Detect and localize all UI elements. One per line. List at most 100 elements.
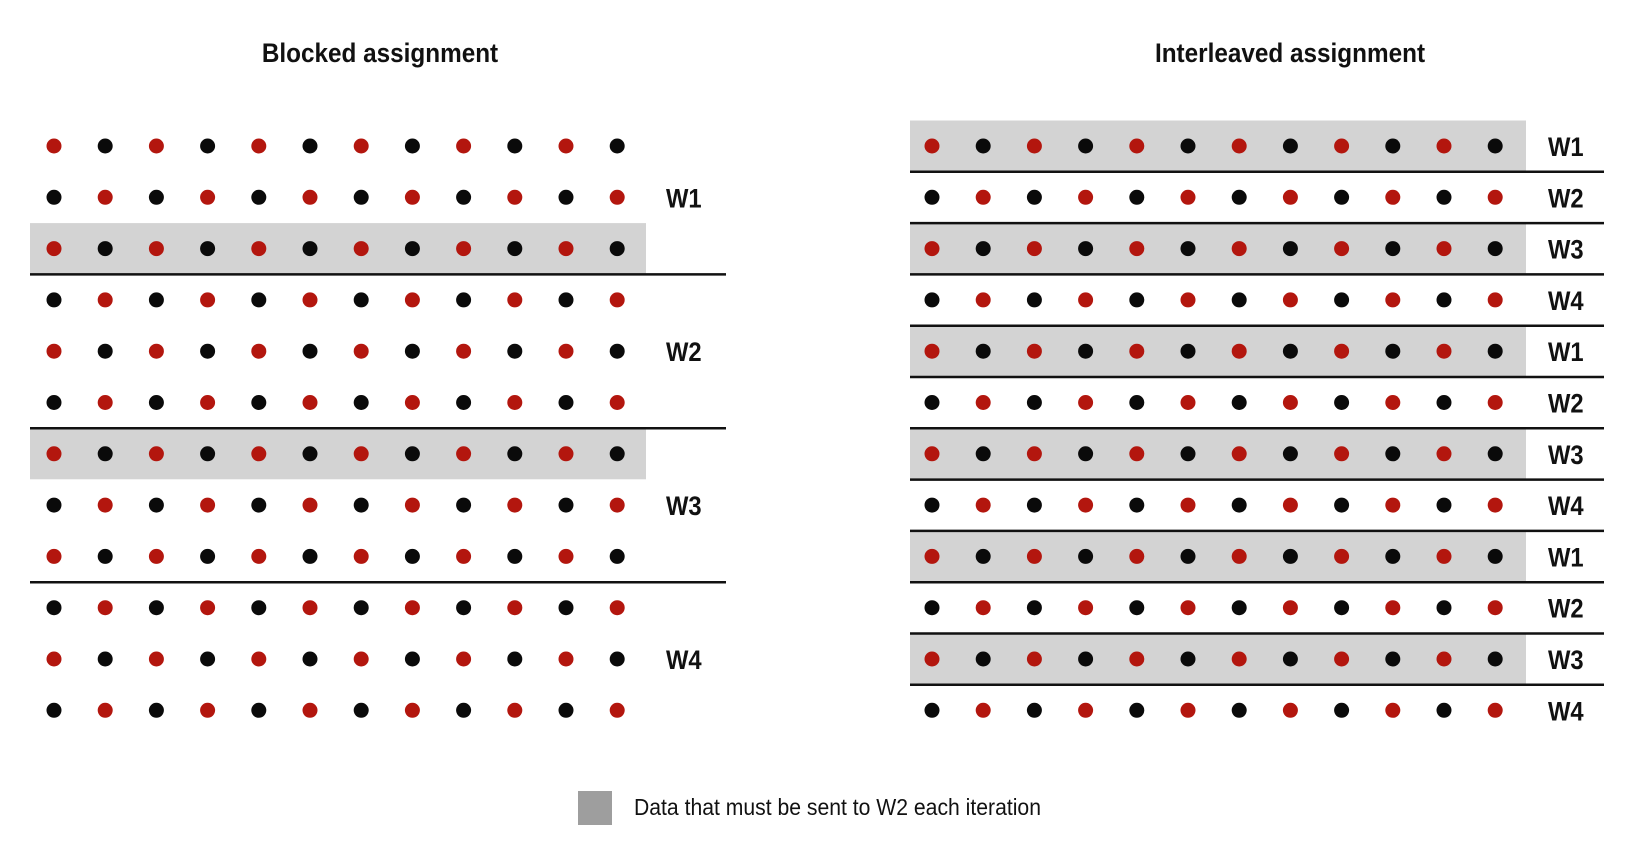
red-dot [456, 446, 472, 462]
legend-label: Data that must be sent to W2 each iterat… [634, 794, 1041, 820]
red-dot [1026, 343, 1042, 359]
red-dot [251, 651, 267, 667]
red-dot [1334, 548, 1350, 564]
black-dot [558, 292, 574, 308]
red-dot [404, 497, 420, 513]
black-dot [456, 702, 472, 718]
red-dot [1282, 702, 1298, 718]
red-dot [1231, 343, 1247, 359]
red-dot [975, 702, 991, 718]
red-dot [1487, 600, 1503, 616]
black-dot [46, 600, 62, 616]
black-dot [1231, 600, 1247, 616]
red-dot [1078, 497, 1094, 513]
red-dot [148, 241, 164, 257]
black-dot [1385, 548, 1401, 564]
black-dot [456, 189, 472, 205]
black-dot [1180, 343, 1196, 359]
red-dot [558, 548, 574, 564]
worker-label: W3 [666, 492, 702, 522]
black-dot [1282, 241, 1298, 257]
red-dot [507, 395, 523, 410]
red-dot [1436, 343, 1452, 359]
red-dot [200, 395, 216, 410]
red-dot [353, 446, 369, 462]
red-dot [507, 600, 523, 616]
red-dot [456, 651, 472, 667]
red-dot [924, 343, 940, 359]
black-dot [1282, 548, 1298, 564]
worker-label: W2 [666, 338, 702, 368]
red-dot [975, 395, 991, 410]
red-dot [1334, 241, 1350, 257]
black-dot [200, 651, 216, 667]
black-dot [97, 241, 113, 257]
red-dot [1180, 702, 1196, 718]
black-dot [1334, 497, 1350, 513]
red-dot [1385, 189, 1401, 205]
red-dot [46, 446, 62, 462]
black-dot [251, 395, 267, 410]
red-dot [456, 241, 472, 257]
worker-label: W3 [1548, 440, 1584, 470]
red-dot [1436, 241, 1452, 257]
red-dot [1334, 651, 1350, 667]
red-dot [302, 395, 318, 410]
black-dot [353, 189, 369, 205]
red-dot [353, 343, 369, 359]
red-dot [148, 446, 164, 462]
red-dot [46, 651, 62, 667]
red-dot [1078, 189, 1094, 205]
black-dot [924, 189, 940, 205]
black-dot [1078, 651, 1094, 667]
black-dot [609, 651, 625, 667]
red-dot [251, 343, 267, 359]
red-dot [251, 548, 267, 564]
red-dot [1078, 600, 1094, 616]
black-dot [251, 497, 267, 513]
black-dot [1436, 189, 1452, 205]
black-dot [1180, 241, 1196, 257]
red-dot [1487, 395, 1503, 410]
red-dot [353, 651, 369, 667]
red-dot [1385, 497, 1401, 513]
black-dot [200, 446, 216, 462]
black-dot [558, 189, 574, 205]
black-dot [1129, 497, 1145, 513]
black-dot [353, 702, 369, 718]
red-dot [1231, 138, 1247, 154]
black-dot [1487, 651, 1503, 667]
black-dot [1180, 138, 1196, 154]
black-dot [1436, 292, 1452, 308]
red-dot [1334, 138, 1350, 154]
black-dot [507, 343, 523, 359]
red-dot [456, 343, 472, 359]
red-dot [404, 395, 420, 410]
worker-label: W2 [1548, 184, 1584, 214]
black-dot [975, 241, 991, 257]
black-dot [148, 702, 164, 718]
shaded-row [910, 223, 1526, 275]
red-dot [404, 189, 420, 205]
black-dot [1436, 395, 1452, 410]
black-dot [609, 138, 625, 154]
black-dot [1026, 395, 1042, 410]
black-dot [456, 292, 472, 308]
red-dot [353, 138, 369, 154]
black-dot [404, 446, 420, 462]
red-dot [1026, 241, 1042, 257]
black-dot [46, 497, 62, 513]
red-dot [609, 600, 625, 616]
black-dot [97, 138, 113, 154]
red-dot [975, 600, 991, 616]
black-dot [924, 292, 940, 308]
black-dot [1334, 395, 1350, 410]
black-dot [924, 600, 940, 616]
black-dot [558, 600, 574, 616]
black-dot [1436, 497, 1452, 513]
black-dot [1385, 446, 1401, 462]
red-dot [1334, 343, 1350, 359]
worker-label: W3 [1548, 646, 1584, 676]
black-dot [558, 702, 574, 718]
black-dot [456, 497, 472, 513]
